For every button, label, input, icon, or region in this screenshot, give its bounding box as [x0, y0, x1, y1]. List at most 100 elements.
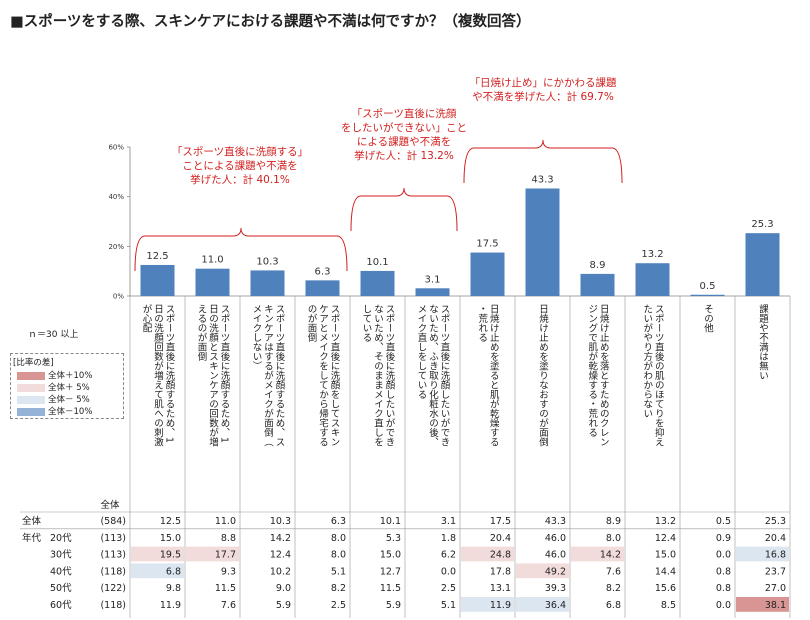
table-cell: 23.7 — [765, 566, 786, 577]
table-cell: 20.4 — [765, 533, 786, 544]
table-cell: 7.6 — [606, 566, 621, 577]
annotation-text: 挙げた人：計 40.1% — [190, 173, 290, 186]
table-cell: 46.0 — [545, 550, 566, 561]
annotation-bracket — [134, 227, 348, 272]
category-label: ・荒れる — [476, 304, 488, 342]
bar — [745, 233, 780, 296]
data-label: 10.3 — [256, 256, 278, 267]
category-label: が心配 — [141, 303, 153, 333]
category-label: スポーツ直後に洗顔するため、1 — [164, 304, 176, 443]
table-cell: 6.2 — [441, 550, 456, 561]
table-cell-highlight — [131, 546, 184, 562]
table-n: (118) — [100, 566, 126, 577]
table-cell: 9.0 — [276, 583, 291, 594]
data-label: 43.3 — [531, 174, 553, 185]
table-cell: 39.3 — [545, 583, 566, 594]
bar — [140, 264, 175, 296]
table-cell-highlight — [516, 563, 569, 579]
table-cell: 14.4 — [655, 566, 676, 577]
table-cell: 12.5 — [160, 516, 181, 527]
table-cell: 0.5 — [716, 516, 731, 527]
legend-title: [比率の差] — [13, 358, 54, 368]
annotation-text: 「スポーツ直後に洗顔する」 — [172, 145, 308, 158]
table-n: (113) — [100, 533, 126, 544]
table-cell: 9.8 — [166, 583, 181, 594]
annotation-text: や不満を挙げた人：計 69.7% — [472, 90, 614, 103]
table-cell: 24.8 — [490, 550, 511, 561]
legend-item: 全体＋10% — [17, 369, 92, 381]
legend-item: 全体－10% — [17, 405, 92, 417]
table-cell: 14.2 — [270, 533, 291, 544]
category-label: メイク直しをしている — [416, 304, 428, 399]
category-label: ケアとメイクをしてから帰宅する — [317, 304, 329, 447]
data-label: 6.3 — [315, 266, 331, 277]
data-label: 0.5 — [700, 281, 716, 292]
table-cell: 7.6 — [221, 600, 236, 611]
category-label: のが面倒 — [306, 304, 318, 343]
data-label: 10.1 — [366, 257, 388, 268]
table-cell: 46.0 — [545, 533, 566, 544]
table-cell: 1.8 — [441, 533, 456, 544]
bar — [195, 268, 230, 296]
table-row-label: 40代 — [50, 566, 72, 577]
annotation-text: をしたいができない」こと — [341, 121, 467, 134]
bar — [415, 288, 450, 296]
table-cell: 49.2 — [545, 566, 566, 577]
table-cell: 5.1 — [441, 600, 456, 611]
bar — [250, 270, 285, 296]
table-n: (113) — [100, 550, 126, 561]
table-cell-highlight — [516, 597, 569, 612]
category-label: 課題や不満は無い — [757, 303, 769, 380]
table-cell: 38.1 — [765, 600, 786, 611]
annotation-text: 挙げた人：計 13.2% — [354, 149, 454, 162]
table-cell: 13.2 — [655, 516, 676, 527]
table-cell: 16.8 — [765, 550, 786, 561]
table-cell-highlight — [736, 546, 789, 562]
table-cell: 2.5 — [331, 600, 346, 611]
annotation-text: による課題や不満を — [357, 135, 451, 148]
bar — [580, 273, 615, 296]
legend: [比率の差] 全体＋10% 全体＋ 5% 全体－ 5% 全体－10% — [10, 353, 124, 419]
table-cell: 8.5 — [661, 600, 676, 611]
table-header: 全体 — [100, 499, 120, 511]
table-cell: 5.1 — [331, 566, 346, 577]
table-cell: 15.0 — [655, 550, 676, 561]
chart-title: ■スポーツをする際、スキンケアにおける課題や不満は何ですか？（複数回答） — [10, 14, 531, 30]
table-cell-highlight — [461, 597, 514, 612]
table-cell: 0.0 — [441, 566, 456, 577]
category-label: えるのが面倒 — [196, 304, 208, 362]
table-n: (584) — [100, 516, 126, 527]
legend-item: 全体＋ 5% — [17, 381, 90, 393]
table-cell: 43.3 — [545, 516, 566, 527]
table-cell: 17.8 — [490, 566, 511, 577]
bar — [690, 294, 725, 296]
category-label: その他 — [702, 304, 714, 333]
bar — [305, 280, 340, 296]
table-n: (118) — [100, 600, 126, 611]
table-row-label: 20代 — [50, 533, 72, 544]
table-cell: 12.7 — [380, 566, 401, 577]
table-cell: 8.8 — [221, 533, 236, 544]
data-label: 3.1 — [425, 274, 441, 285]
table-cell: 10.1 — [380, 516, 401, 527]
table-cell: 5.9 — [276, 600, 291, 611]
table-cell-highlight — [131, 563, 184, 579]
table-cell-highlight — [571, 546, 624, 562]
category-label: 日焼け止めを落とすためのクレン — [598, 304, 610, 447]
category-label: スポーツ直後に洗顔するため、ス — [274, 304, 286, 447]
category-label: メイクしない） — [251, 304, 263, 371]
category-label: スポーツ直後に洗顔するため、1 — [219, 304, 231, 443]
table-cell: 0.0 — [716, 550, 731, 561]
table-cell: 15.0 — [380, 550, 401, 561]
table-group-label: 全体 — [22, 515, 42, 527]
table-cell: 27.0 — [765, 583, 786, 594]
table-cell-highlight — [461, 546, 514, 562]
table-n: (122) — [100, 583, 126, 594]
table-cell: 17.7 — [215, 550, 236, 561]
legend-label: 全体＋ 5% — [48, 383, 90, 393]
table-cell: 8.2 — [331, 583, 346, 594]
table-cell: 5.3 — [386, 533, 401, 544]
category-label: 日焼け止めを塗ると肌が乾燥する — [488, 304, 500, 447]
legend-swatch — [17, 395, 45, 404]
